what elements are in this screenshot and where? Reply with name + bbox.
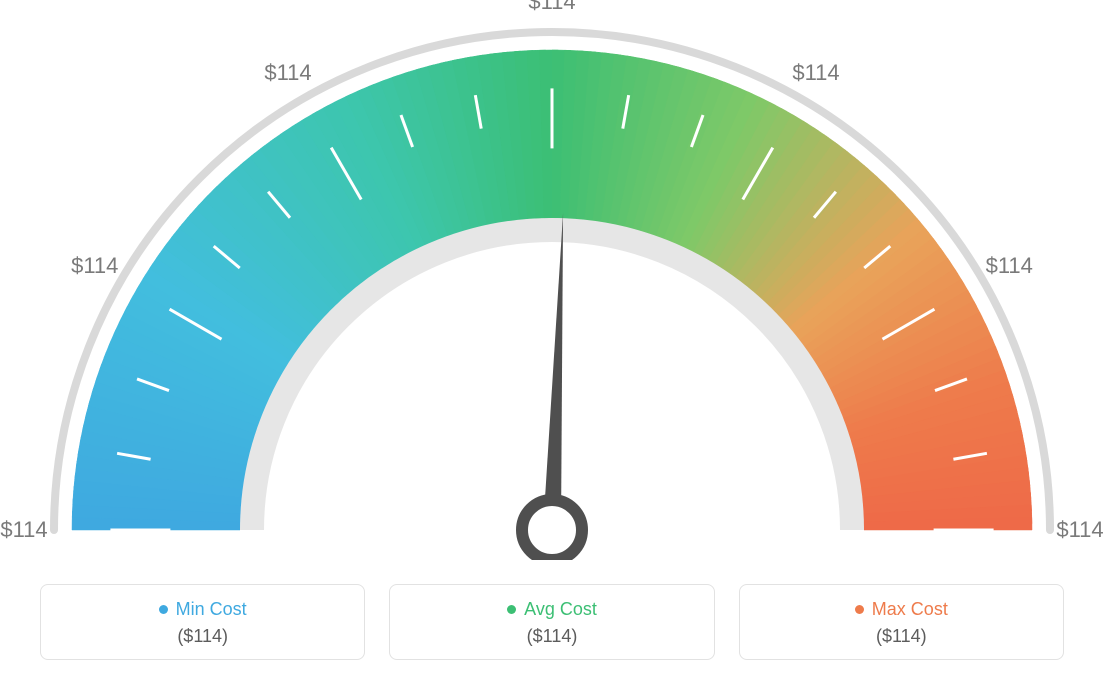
- legend-label: Max Cost: [872, 599, 948, 620]
- gauge-tick-label: $114: [264, 60, 311, 86]
- legend-row: Min Cost ($114) Avg Cost ($114) Max Cost…: [40, 584, 1064, 660]
- gauge-tick-label: $114: [1056, 517, 1103, 543]
- gauge-chart: $114 $114 $114 $114 $114 $114 $114: [0, 0, 1104, 560]
- legend-label: Min Cost: [176, 599, 247, 620]
- legend-value-max: ($114): [750, 626, 1053, 647]
- legend-value-min: ($114): [51, 626, 354, 647]
- gauge-tick-label: $114: [528, 0, 575, 15]
- legend-card-max: Max Cost ($114): [739, 584, 1064, 660]
- dot-icon: [159, 605, 168, 614]
- gauge-tick-label: $114: [792, 60, 839, 86]
- gauge-svg: [0, 0, 1104, 560]
- legend-title-min: Min Cost: [159, 599, 247, 620]
- legend-label: Avg Cost: [524, 599, 597, 620]
- gauge-tick-label: $114: [0, 517, 47, 543]
- legend-value-avg: ($114): [400, 626, 703, 647]
- legend-title-avg: Avg Cost: [507, 599, 597, 620]
- gauge-tick-label: $114: [986, 253, 1033, 279]
- legend-title-max: Max Cost: [855, 599, 948, 620]
- legend-card-avg: Avg Cost ($114): [389, 584, 714, 660]
- gauge-tick-label: $114: [71, 253, 118, 279]
- dot-icon: [507, 605, 516, 614]
- dot-icon: [855, 605, 864, 614]
- legend-card-min: Min Cost ($114): [40, 584, 365, 660]
